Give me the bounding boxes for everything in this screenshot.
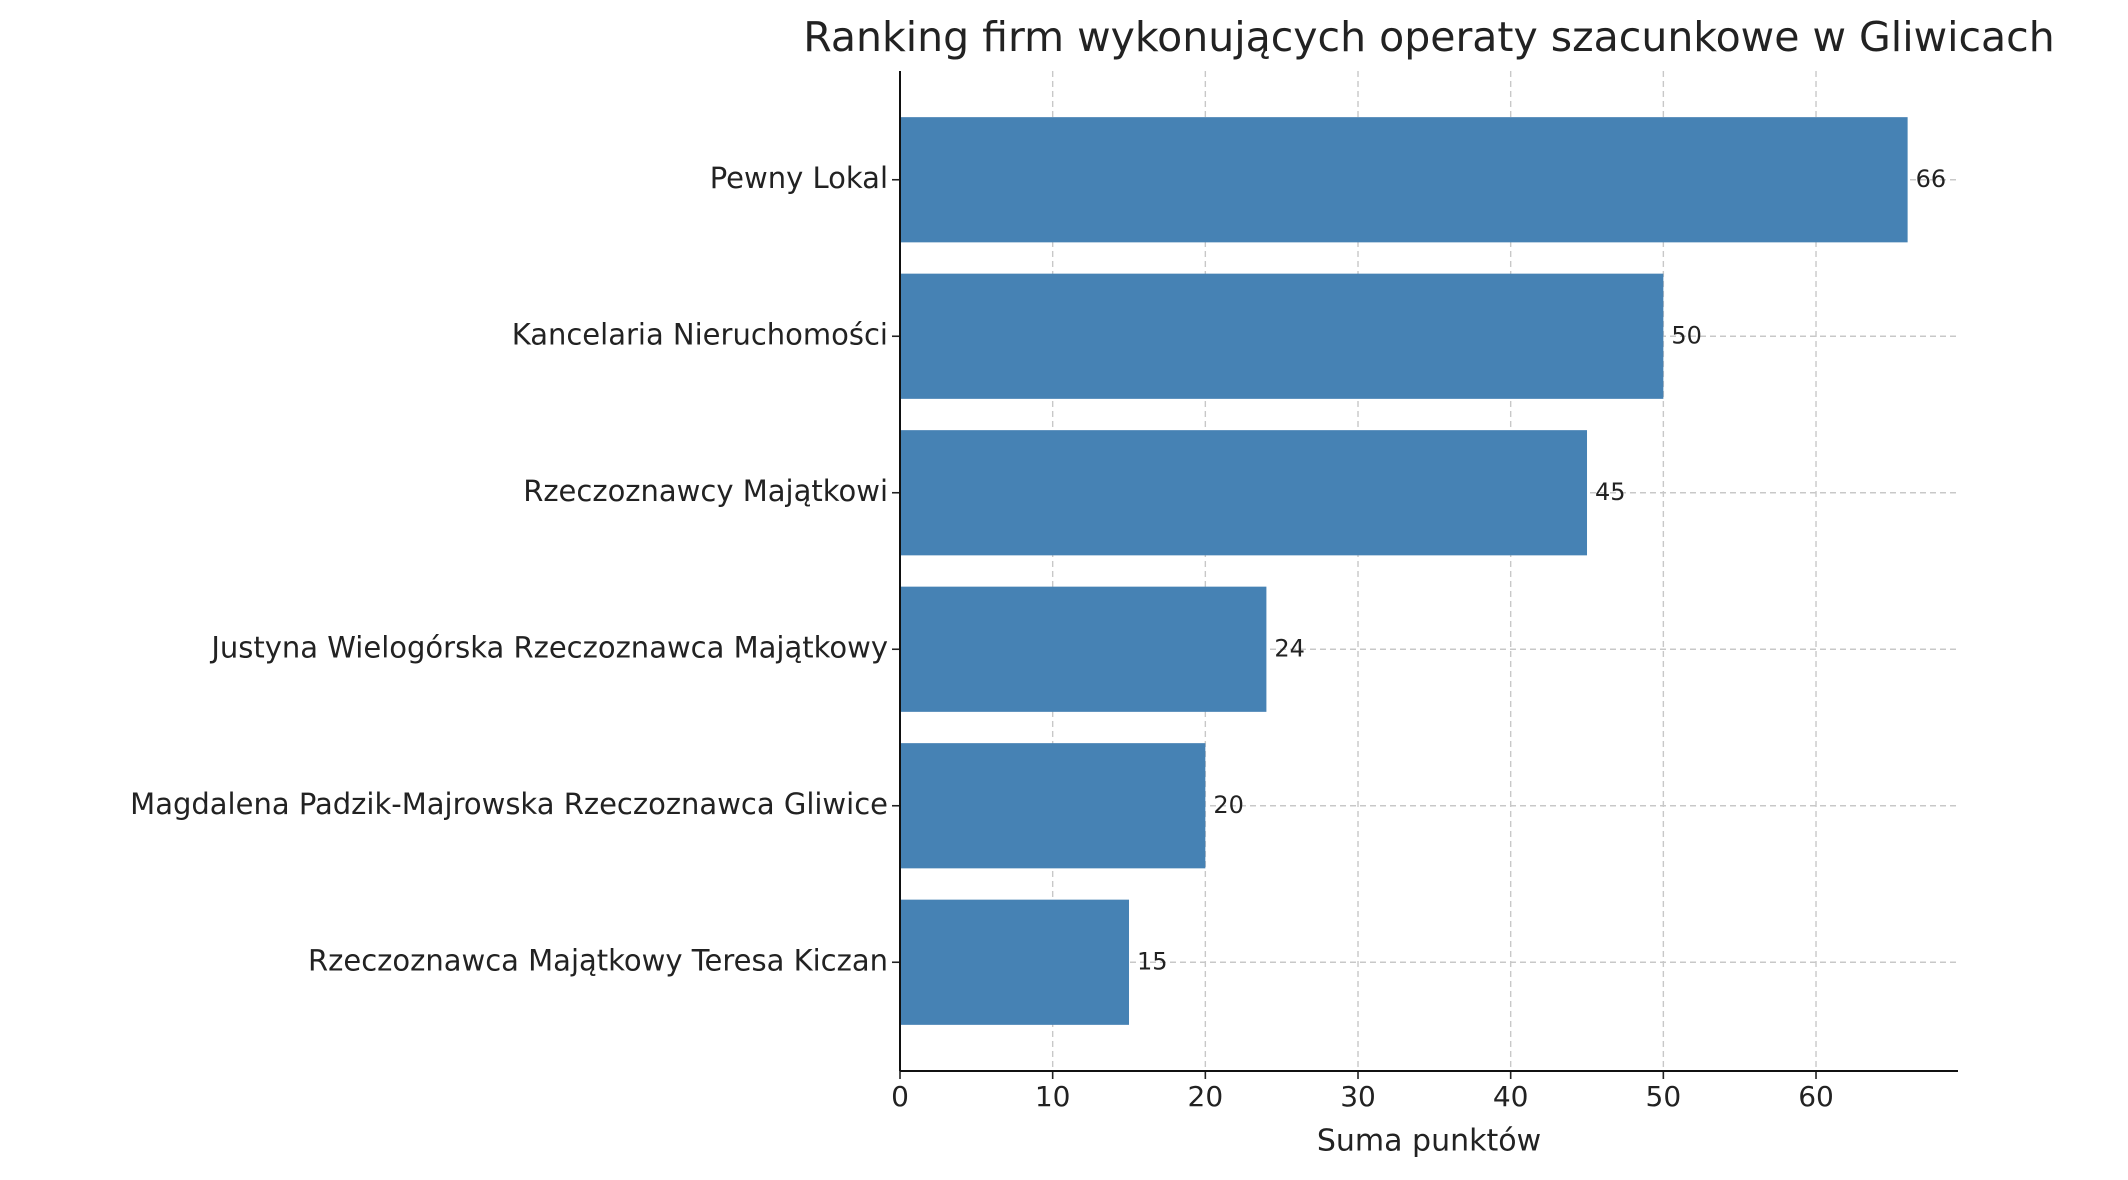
bar bbox=[900, 899, 1130, 1025]
x-tick-label: 30 bbox=[1340, 1080, 1376, 1113]
value-label: 50 bbox=[1671, 321, 1702, 349]
x-axis-label: Suma punktów bbox=[1317, 1124, 1541, 1159]
value-label: 45 bbox=[1595, 478, 1626, 506]
bar bbox=[900, 117, 1908, 243]
value-label: 24 bbox=[1274, 634, 1305, 662]
x-tick-label: 40 bbox=[1493, 1080, 1529, 1113]
x-tick-label: 60 bbox=[1798, 1080, 1834, 1113]
y-tick-label: Pewny Lokal bbox=[710, 161, 888, 195]
bar bbox=[900, 743, 1206, 869]
x-tick-label: 0 bbox=[891, 1080, 909, 1113]
value-label: 20 bbox=[1213, 791, 1244, 819]
y-tick-label: Kancelaria Nieruchomości bbox=[512, 317, 888, 351]
x-tick-label: 20 bbox=[1188, 1080, 1224, 1113]
y-tick-label: Justyna Wielogórska Rzeczoznawca Majątko… bbox=[209, 630, 888, 664]
bar bbox=[900, 430, 1588, 556]
x-tick-label: 50 bbox=[1646, 1080, 1682, 1113]
chart-title: Ranking firm wykonujących operaty szacun… bbox=[803, 13, 2054, 61]
bar bbox=[900, 586, 1267, 712]
y-tick-label: Rzeczoznawca Majątkowy Teresa Kiczan bbox=[308, 943, 888, 977]
y-tick-label: Magdalena Padzik-Majrowska Rzeczoznawca … bbox=[130, 787, 888, 821]
bar bbox=[900, 273, 1664, 399]
x-tick-label: 10 bbox=[1035, 1080, 1071, 1113]
y-tick-label: Rzeczoznawcy Majątkowi bbox=[523, 474, 888, 508]
value-label: 66 bbox=[1916, 165, 1947, 193]
value-label: 15 bbox=[1137, 947, 1168, 975]
